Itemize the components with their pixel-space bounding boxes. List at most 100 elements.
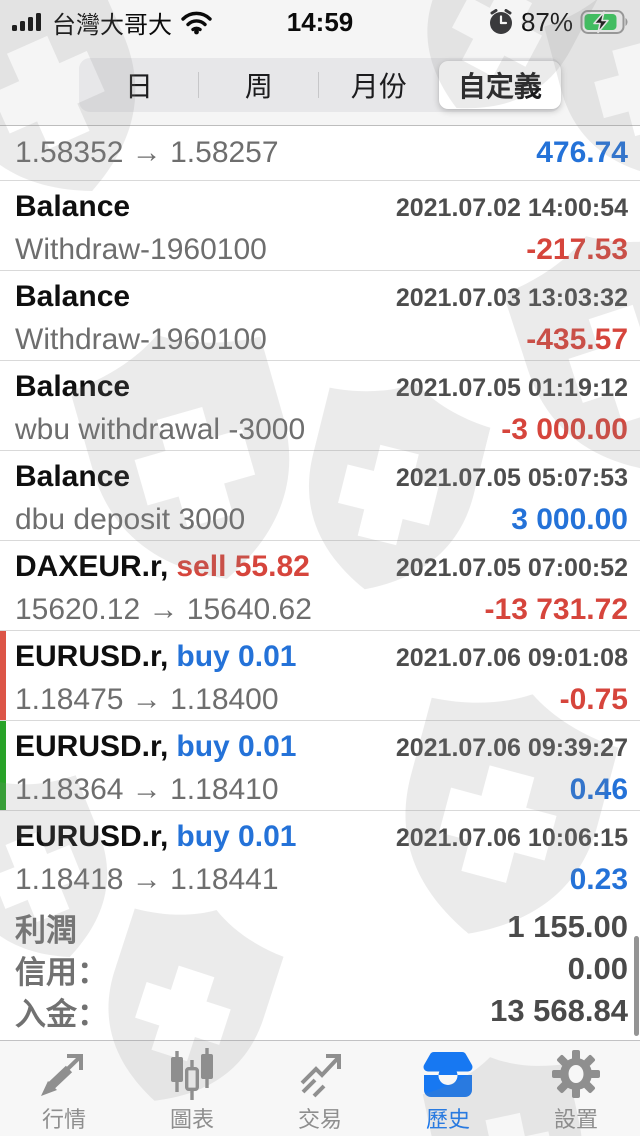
symbol-group: DAXEUR.r, sell 55.82 [15,550,310,584]
position-result-bar [0,721,6,810]
summary-value: 1 155.00 [507,909,628,944]
quotes-arrows-icon [38,1046,90,1102]
settings-gear-icon [551,1046,601,1102]
order-action-label: sell 55.82 [176,550,310,583]
symbol-group: EURUSD.r, buy 0.01 [15,820,296,854]
symbol-group: Balance [15,190,130,224]
order-action-label: buy 0.01 [176,820,297,853]
symbol-label: Balance [15,280,131,313]
period-tab-label: 日 [124,71,153,102]
row-line1: Balance 2021.07.05 01:19:12 [15,370,628,404]
scroll-indicator[interactable] [634,936,639,1036]
history-row[interactable]: Balance 2021.07.05 01:19:12 wbu withdrawal… [0,361,640,451]
history-row[interactable]: Balance 2021.07.05 05:07:53 dbu deposit 30… [0,451,640,541]
trade-prices: Withdraw-1960100 [15,323,267,356]
summary-value: 0.00 [567,951,628,986]
symbol-label: EURUSD.r, [15,820,169,853]
battery-charging-icon [580,10,628,34]
history-row[interactable]: EURUSD.r, buy 0.01 2021.07.06 10:06:15 1.18… [0,811,640,901]
trade-profit: -3 000.00 [501,413,628,446]
period-tab-周[interactable]: 周 [198,58,319,112]
symbol-group: EURUSD.r, buy 0.01 [15,640,296,674]
summary-label: 信用： [15,954,108,990]
trade-profit: -13 731.72 [484,593,628,626]
row-line2: Withdraw-1960100 -435.57 [15,323,628,357]
row-line2: 15620.12 → 15640.62 -13 731.72 [15,593,628,627]
period-segmented-control: 日 周 月份 自定義 [79,58,562,112]
summary-value: 13 568.84 [490,993,628,1028]
period-tab-日[interactable]: 日 [79,58,199,112]
status-bar: 台灣大哥大 14:59 87% [0,0,640,44]
trade-datetime: 2021.07.05 05:07:53 [395,464,628,492]
trade-datetime: 2021.07.02 14:00:54 [395,194,628,222]
top-chrome: 台灣大哥大 14:59 87% [0,0,640,126]
trade-datetime: 2021.07.06 09:39:27 [395,734,628,762]
symbol-label: Balance [15,370,131,403]
trade-profit: 0.23 [569,863,628,896]
trade-prices: 15620.12 → 15640.62 [15,593,312,626]
trade-profit: -435.57 [526,323,628,356]
history-row-partial[interactable]: 1.58352 → 1.58257 476.74 [0,126,640,181]
row-line2: 1.18364 → 1.18410 0.46 [15,773,628,807]
row-line2: 1.18475 → 1.18400 -0.75 [15,683,628,717]
period-tab-label: 周 [244,71,273,102]
trade-profit: 3 000.00 [511,503,628,536]
tab-設置[interactable]: 設置 [512,1041,640,1136]
summary-label: 利潤 [15,912,77,948]
order-action-label: buy 0.01 [176,640,297,673]
symbol-label: EURUSD.r, [15,730,169,763]
history-row[interactable]: EURUSD.r, buy 0.01 2021.07.06 09:01:08 1.18… [0,631,640,721]
trade-datetime: 2021.07.05 07:00:52 [395,554,628,582]
trade-prices: 1.58352 → 1.58257 [15,136,279,169]
trade-profit: 0.46 [569,773,628,806]
row-line1: EURUSD.r, buy 0.01 2021.07.06 09:39:27 [15,730,628,764]
status-right-cluster: 87% [488,7,630,38]
trade-prices: 1.18364 → 1.18410 [15,773,279,806]
symbol-group: EURUSD.r, buy 0.01 [15,730,296,764]
bottom-tab-bar: 行情 圖表 交易 歷史 設置 [0,1040,640,1136]
history-list: 1.58352 → 1.58257 476.74 Balance 2021.07.02… [0,126,640,901]
history-row[interactable]: Balance 2021.07.03 13:03:32 Withdraw-19601… [0,271,640,361]
trade-datetime: 2021.07.05 01:19:12 [395,374,628,402]
row-line1: Balance 2021.07.02 14:00:54 [15,190,628,224]
history-row[interactable]: EURUSD.r, buy 0.01 2021.07.06 09:39:27 1.18… [0,721,640,811]
period-tab-label: 月份 [350,71,407,102]
wifi-icon [181,11,212,34]
history-row[interactable]: Balance 2021.07.02 14:00:54 Withdraw-19601… [0,181,640,271]
history-row[interactable]: DAXEUR.r, sell 55.82 2021.07.05 07:00:52 15… [0,541,640,631]
symbol-group: Balance [15,370,130,404]
trade-profit: 476.74 [536,136,628,169]
tab-行情[interactable]: 行情 [0,1041,128,1136]
symbol-label: DAXEUR.r, [15,550,169,583]
summary-line: 信用： 0.00 [15,948,628,990]
trade-prices: dbu deposit 3000 [15,503,246,536]
tab-交易[interactable]: 交易 [256,1041,384,1136]
trade-datetime: 2021.07.06 10:06:15 [395,824,628,852]
trade-profit: -217.53 [526,233,628,266]
period-tab-自定義[interactable]: 自定義 [438,61,562,109]
trade-prices: wbu withdrawal -3000 [15,413,306,446]
summary-line: 利潤 1 155.00 [15,906,628,948]
trade-datetime: 2021.07.06 09:01:08 [395,644,628,672]
trade-prices: 1.18418 → 1.18441 [15,863,279,896]
period-tab-月份[interactable]: 月份 [318,58,439,112]
tab-label: 歷史 [425,1107,470,1132]
battery-percent: 87% [520,6,573,37]
row-line1: DAXEUR.r, sell 55.82 2021.07.05 07:00:52 [15,550,628,584]
row-line1: Balance 2021.07.05 05:07:53 [15,460,628,494]
tab-label: 圖表 [169,1107,214,1132]
row-line2: dbu deposit 3000 3 000.00 [15,503,628,537]
trade-prices: Withdraw-1960100 [15,233,267,266]
tab-圖表[interactable]: 圖表 [128,1041,256,1136]
trade-trend-icon [294,1046,346,1102]
row-line1: EURUSD.r, buy 0.01 2021.07.06 09:01:08 [15,640,628,674]
tab-label: 行情 [41,1107,86,1132]
row-line2: Withdraw-1960100 -217.53 [15,233,628,267]
symbol-group: Balance [15,460,130,494]
trade-profit: -0.75 [559,683,628,716]
tab-歷史[interactable]: 歷史 [384,1041,512,1136]
segment-divider [318,72,320,98]
row-line2: 1.18418 → 1.18441 0.23 [15,863,628,897]
row-line2: wbu withdrawal -3000 -3 000.00 [15,413,628,447]
